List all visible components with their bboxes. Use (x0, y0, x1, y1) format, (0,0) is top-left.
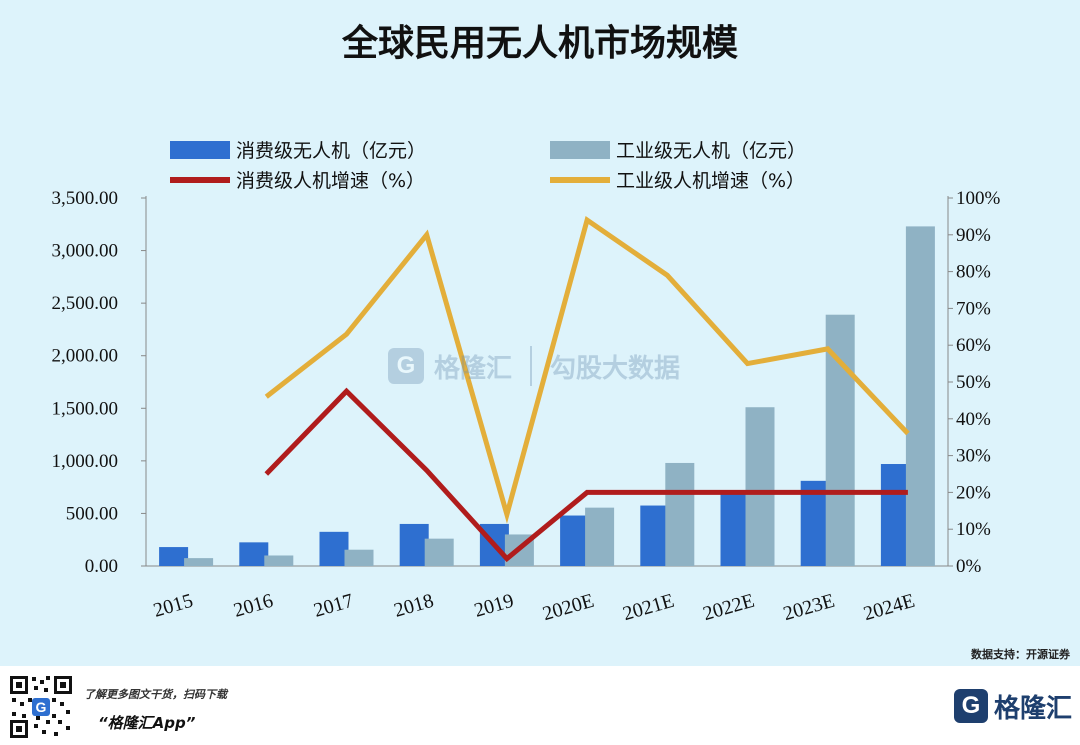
consumer-bar (560, 515, 590, 566)
watermark: G 格隆汇 勾股大数据 (388, 346, 680, 386)
left-tick-label: 500.00 (66, 503, 118, 524)
consumer-growth-line (264, 387, 908, 563)
right-tick-label: 100% (956, 188, 1001, 209)
brand-logo: G 格隆汇 (953, 686, 1072, 726)
watermark-logo-icon: G (388, 348, 424, 384)
consumer-bar (880, 464, 910, 566)
x-tick-label: 2017 (311, 590, 356, 622)
right-tick-label: 60% (956, 335, 991, 356)
industrial-bar (264, 555, 294, 566)
x-tick-label: 2020E (540, 590, 596, 626)
right-tick-label: 80% (956, 262, 991, 283)
x-tick-label: 2016 (231, 590, 276, 622)
footer-banner (0, 666, 1080, 745)
right-tick-label: 40% (956, 409, 991, 430)
legend-label: 工业级无人机（亿元） (616, 140, 806, 162)
consumer-bar (720, 492, 750, 566)
right-tick-label: 10% (956, 519, 991, 540)
x-tick-label: 2019 (472, 590, 517, 622)
legend-swatch-2 (170, 177, 230, 183)
x-tick-label: 2021E (620, 590, 676, 626)
x-tick-label: 2022E (701, 590, 757, 626)
promo-text: 了解更多图文干货，扫码下载 (84, 688, 227, 701)
consumer-bar (319, 531, 349, 566)
consumer-bar (239, 542, 269, 566)
x-tick-label: 2018 (392, 590, 437, 622)
consumer-bar (399, 523, 429, 566)
left-tick-label: 3,000.00 (52, 241, 119, 262)
chart-canvas: 消费级无人机（亿元） 工业级无人机（亿元） 消费级人机增速（%） 工业级人机增速（%）… (52, 140, 1001, 626)
industrial-bar (344, 549, 374, 566)
legend-label: 工业级人机增速（%） (616, 170, 805, 192)
industrial-bar (424, 538, 454, 566)
left-tick-label: 1,000.00 (52, 451, 119, 472)
consumer-bar (640, 505, 670, 566)
left-tick-label: 2,500.00 (52, 293, 119, 314)
industrial-bar (825, 314, 855, 566)
legend-swatch-0 (170, 141, 230, 159)
watermark-divider (530, 346, 533, 386)
industrial-growth-line (264, 216, 910, 524)
promo-app-name: “格隆汇App” (98, 714, 196, 732)
consumer-bar (800, 480, 830, 566)
x-tick-label: 2015 (151, 590, 196, 622)
right-tick-label: 20% (956, 482, 991, 503)
right-tick-label: 90% (956, 225, 991, 246)
chart-bars (159, 226, 935, 567)
x-tick-label: 2024E (861, 590, 917, 626)
industrial-bar (745, 407, 775, 566)
legend-label: 消费级人机增速（%） (236, 170, 425, 192)
left-tick-label: 1,500.00 (52, 398, 119, 419)
svg-text:G: G (36, 699, 47, 715)
left-tick-label: 0.00 (85, 556, 118, 577)
right-tick-label: 70% (956, 298, 991, 319)
right-tick-label: 30% (956, 446, 991, 467)
legend-swatch-3 (550, 177, 610, 183)
right-tick-label: 0% (956, 556, 982, 577)
legend-label: 消费级无人机（亿元） (236, 140, 426, 162)
consumer-bar (159, 547, 189, 566)
right-tick-label: 50% (956, 372, 991, 393)
industrial-bar (905, 226, 935, 567)
industrial-bar (585, 507, 615, 566)
brand-logo-icon: G (953, 689, 988, 723)
data-source: 数据支持：开源证券 (971, 648, 1070, 661)
watermark-brand-1: 格隆汇 (434, 353, 513, 384)
industrial-bar (184, 558, 214, 566)
qr-code-icon[interactable]: G (8, 674, 74, 740)
left-tick-label: 3,500.00 (52, 188, 119, 209)
chart-legend: 消费级无人机（亿元） 工业级无人机（亿元） 消费级人机增速（%） 工业级人机增速（%） (170, 140, 806, 192)
watermark-brand-2: 勾股大数据 (550, 353, 681, 384)
chart-lines (264, 216, 910, 563)
chart-title: 全球民用无人机市场规模 (341, 23, 738, 64)
x-tick-label: 2023E (781, 590, 837, 626)
industrial-bar (665, 462, 695, 566)
left-tick-label: 2,000.00 (52, 346, 119, 367)
legend-swatch-1 (550, 141, 610, 159)
brand-name: 格隆汇 (993, 693, 1072, 724)
